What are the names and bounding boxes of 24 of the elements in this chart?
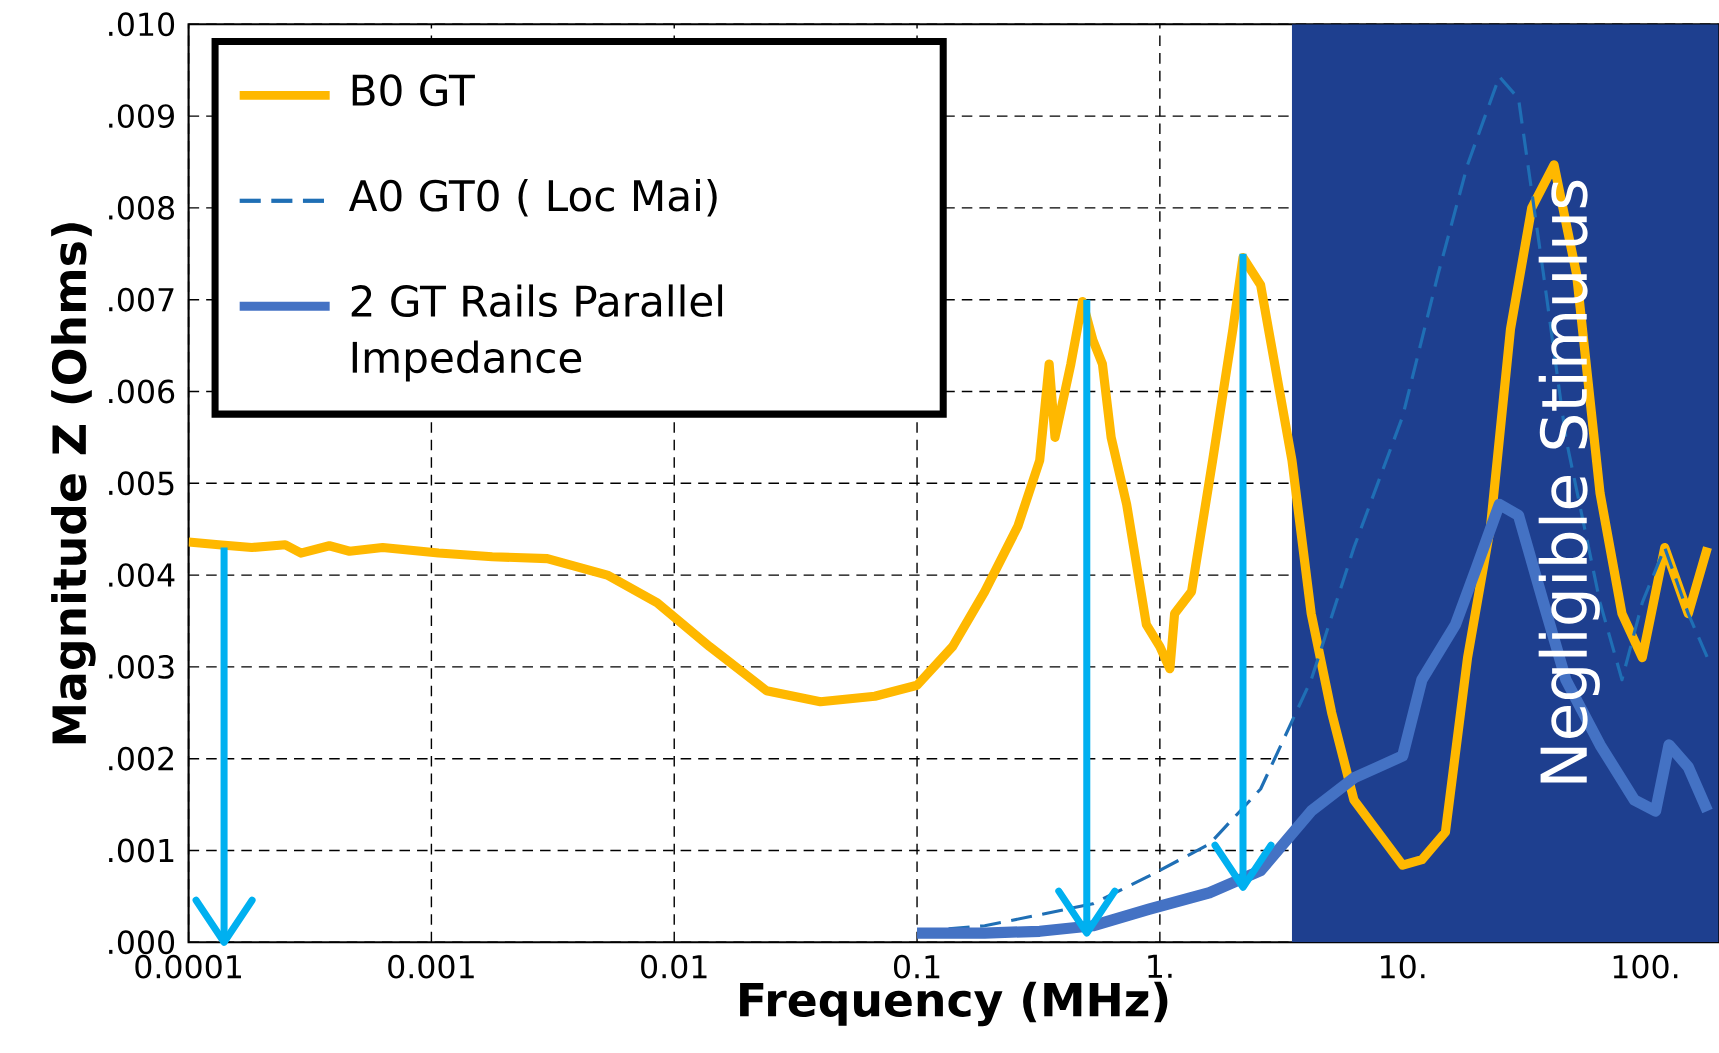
band-label: Negligible Stimulus bbox=[1538, 180, 1600, 783]
x-tick-label: 100. bbox=[1613, 954, 1678, 979]
y-tick-label: .004 bbox=[109, 563, 175, 588]
y-tick-label: .001 bbox=[109, 838, 174, 863]
x-tick-label: 1. bbox=[1148, 954, 1172, 978]
y-tick-label: .008 bbox=[109, 195, 175, 220]
y-tick-label: .006 bbox=[109, 379, 175, 404]
legend-label: 2 GT Rails Parallel Impedance bbox=[351, 284, 723, 382]
legend-label: B0 GT bbox=[352, 74, 475, 107]
legend-label: A0 GT0 ( Loc Mai) bbox=[348, 178, 717, 217]
x-tick-label: 0.0001 bbox=[135, 954, 241, 979]
y-tick-label: .002 bbox=[109, 746, 174, 771]
y-tick-label: .003 bbox=[109, 654, 174, 679]
y-tick-label: .009 bbox=[109, 104, 174, 129]
y-axis-title: Magnitude Z (Ohms) bbox=[51, 223, 96, 744]
y-tick-label: .005 bbox=[109, 471, 174, 496]
y-tick-label: .010 bbox=[109, 12, 175, 37]
x-tick-label: 10. bbox=[1381, 954, 1425, 979]
x-axis-title: Frequency (MHz) bbox=[740, 981, 1168, 1027]
x-tick-label: 0.01 bbox=[641, 954, 707, 979]
y-tick-label: .000 bbox=[109, 930, 175, 955]
x-tick-label: 0.1 bbox=[893, 954, 940, 979]
x-tick-label: 0.001 bbox=[388, 954, 474, 979]
y-tick-label: .007 bbox=[109, 287, 174, 312]
